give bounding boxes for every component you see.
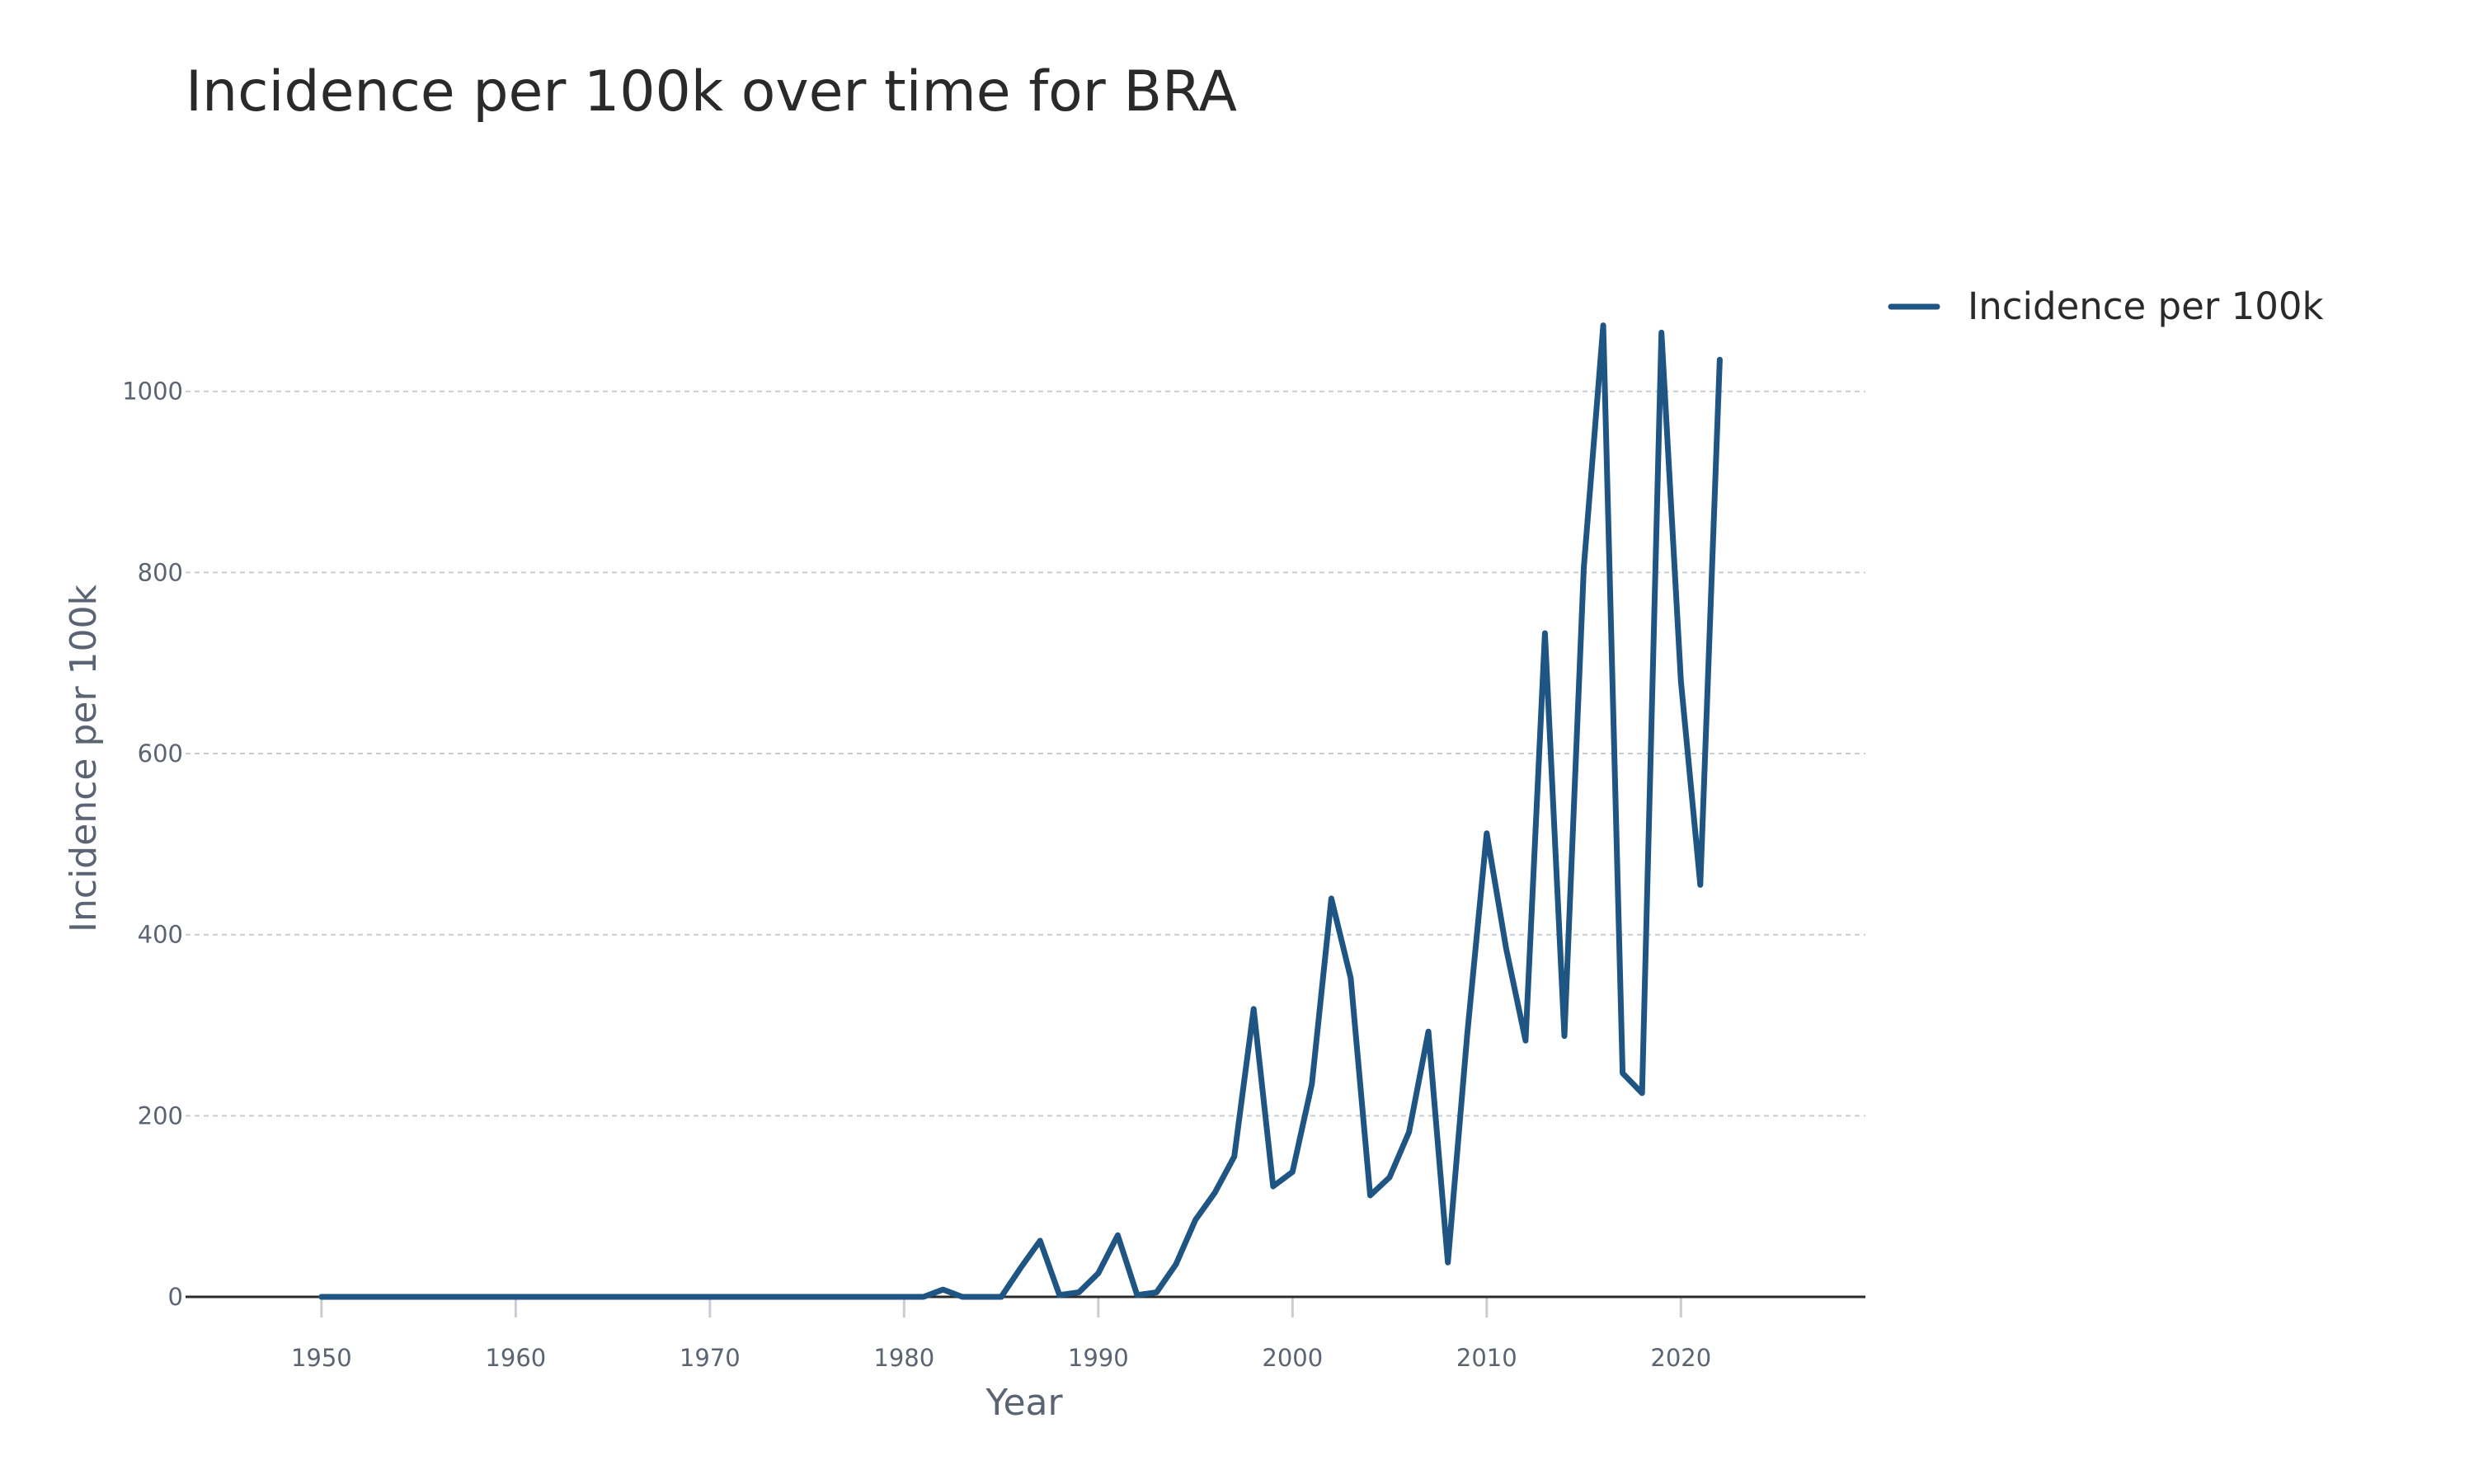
y-tick-label: 800 bbox=[138, 558, 183, 586]
y-tick-label: 0 bbox=[168, 1283, 183, 1311]
y-tick-label: 1000 bbox=[122, 378, 183, 406]
x-tick-label: 2010 bbox=[1456, 1344, 1517, 1372]
chart-title: Incidence per 100k over time for BRA bbox=[186, 59, 1237, 124]
y-axis-title: Incidence per 100k bbox=[63, 585, 105, 932]
x-axis-ticks: 1950 1960 1970 1980 1990 2000 2010 2020 bbox=[291, 1297, 1711, 1372]
y-tick-label: 200 bbox=[138, 1101, 183, 1129]
x-tick-label: 1990 bbox=[1068, 1344, 1129, 1372]
series-line bbox=[318, 322, 1723, 1300]
legend[interactable]: Incidence per 100k bbox=[1888, 284, 2324, 328]
x-tick-label: 2020 bbox=[1650, 1344, 1711, 1372]
x-tick-label: 1980 bbox=[873, 1344, 934, 1372]
x-tick-label: 1950 bbox=[291, 1344, 352, 1372]
x-axis-title: Year bbox=[985, 1382, 1063, 1424]
legend-label: Incidence per 100k bbox=[1968, 284, 2324, 328]
x-tick-label: 1960 bbox=[485, 1344, 546, 1372]
x-tick-label: 2000 bbox=[1262, 1344, 1323, 1372]
y-axis-ticks: 0 200 400 600 800 1000 bbox=[122, 378, 183, 1311]
x-tick-label: 1970 bbox=[680, 1344, 741, 1372]
y-tick-label: 400 bbox=[138, 921, 183, 949]
series-layer bbox=[318, 322, 1723, 1300]
y-tick-label: 600 bbox=[138, 740, 183, 768]
